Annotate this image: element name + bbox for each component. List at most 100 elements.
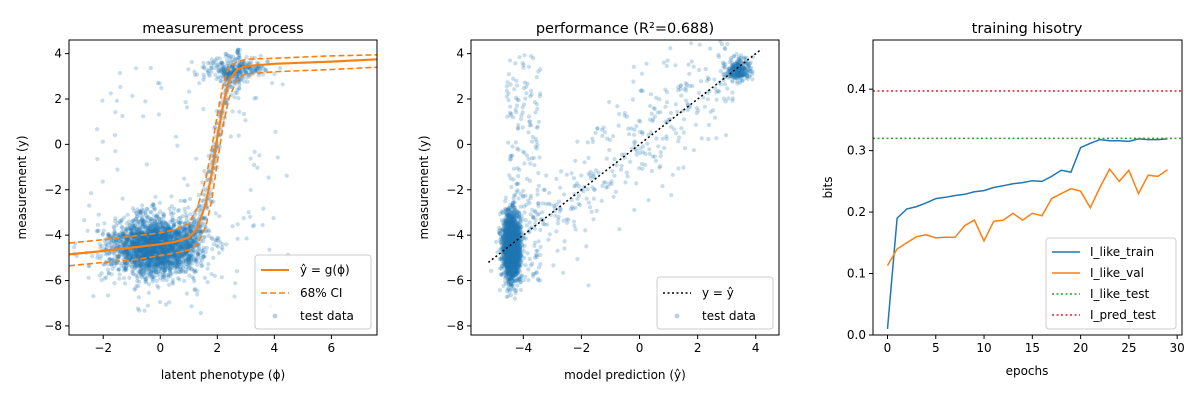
data-point (155, 257, 160, 262)
data-point (214, 238, 219, 243)
data-point (129, 255, 134, 260)
data-point (134, 240, 139, 245)
data-point (147, 238, 152, 243)
data-point (150, 279, 155, 284)
data-point (149, 236, 154, 241)
data-point (145, 207, 150, 212)
data-point (133, 248, 139, 253)
data-point (109, 245, 115, 250)
data-point (120, 250, 125, 255)
data-point (174, 255, 179, 260)
data-point (154, 255, 159, 261)
data-point (143, 276, 148, 282)
data-point (162, 257, 167, 262)
data-point (158, 236, 163, 241)
data-point (122, 265, 127, 270)
data-point (116, 232, 121, 237)
data-point (113, 218, 118, 224)
data-point (254, 95, 259, 100)
data-point (106, 293, 111, 298)
data-point (189, 240, 194, 245)
data-point (164, 258, 169, 263)
data-point (182, 198, 187, 204)
data-point (173, 254, 178, 259)
data-point (158, 265, 163, 270)
data-point (151, 249, 156, 254)
data-point (155, 263, 160, 268)
plot-area (69, 47, 377, 316)
data-point (124, 261, 129, 266)
data-point (179, 253, 185, 258)
data-point (190, 223, 195, 228)
data-point (135, 260, 140, 265)
data-point (167, 255, 172, 260)
data-point (155, 215, 160, 220)
data-point (155, 229, 160, 234)
data-point (228, 134, 233, 139)
data-point (166, 274, 171, 279)
data-point (148, 259, 153, 265)
data-point (117, 276, 122, 281)
data-point (184, 291, 189, 296)
data-point (168, 219, 173, 224)
legend-label-curve: ŷ = g(ϕ) (300, 263, 350, 277)
data-point (193, 258, 198, 263)
data-point (150, 258, 155, 263)
data-point (489, 268, 494, 273)
data-point (148, 216, 153, 222)
data-point (141, 224, 146, 229)
data-point (159, 236, 164, 241)
data-point (159, 236, 164, 241)
data-point (250, 224, 256, 229)
data-point (157, 259, 162, 264)
data-point (155, 225, 160, 230)
data-point (137, 227, 143, 232)
data-point (166, 224, 171, 229)
data-point (162, 247, 167, 252)
data-point (138, 267, 143, 272)
data-point (161, 271, 166, 276)
data-point (134, 228, 139, 234)
data-point (168, 210, 173, 215)
data-point (187, 261, 192, 266)
data-point (127, 225, 132, 231)
data-point (97, 273, 102, 278)
data-point (170, 262, 176, 267)
data-point (145, 225, 151, 230)
data-point (195, 252, 200, 258)
data-point (142, 308, 147, 313)
data-point (112, 252, 117, 257)
data-point (172, 230, 177, 235)
data-point (169, 245, 174, 250)
data-point (271, 216, 276, 221)
x-tick-label: 0 (156, 341, 164, 355)
data-point (251, 223, 257, 228)
data-point (142, 240, 147, 245)
data-point (136, 226, 141, 232)
data-point (154, 222, 159, 227)
data-point (263, 67, 268, 72)
data-point (170, 247, 175, 252)
data-point (164, 237, 169, 242)
data-point (233, 281, 238, 286)
data-point (148, 237, 153, 242)
data-point (150, 248, 155, 253)
data-point (177, 257, 182, 262)
data-point (260, 222, 265, 228)
data-point (133, 229, 138, 234)
data-point (143, 247, 148, 252)
data-point (132, 220, 137, 225)
data-point (125, 255, 130, 261)
data-point (143, 237, 148, 242)
data-point (109, 243, 114, 248)
data-point (202, 169, 207, 174)
data-point (139, 251, 144, 256)
data-point (114, 240, 119, 245)
data-point (130, 254, 135, 259)
data-point (117, 272, 122, 277)
data-point (120, 228, 125, 233)
data-point (152, 247, 157, 252)
data-point (155, 232, 160, 237)
data-point (173, 228, 178, 234)
